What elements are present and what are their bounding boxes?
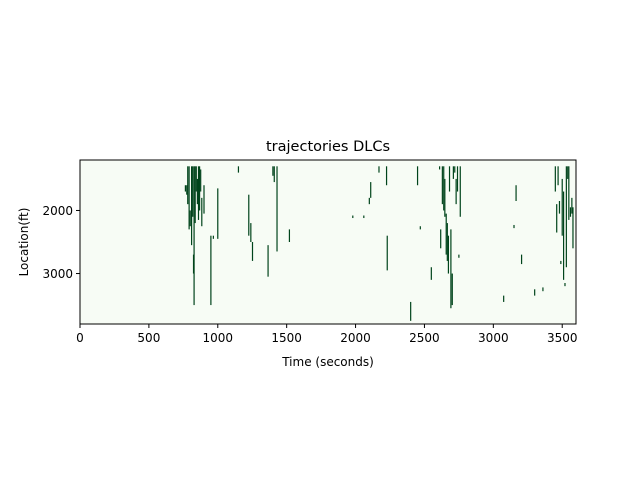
trajectory-segment <box>447 235 450 274</box>
x-tick-label: 3000 <box>478 331 509 345</box>
trajectory-segment <box>193 166 195 306</box>
trajectory-segment <box>195 166 197 192</box>
trajectory-segment <box>267 245 269 277</box>
trajectory-segment <box>212 235 214 239</box>
trajectory-segment <box>191 166 193 246</box>
x-tick-label: 1500 <box>271 331 302 345</box>
x-tick-label: 3500 <box>547 331 578 345</box>
trajectory-segment <box>352 215 354 219</box>
trajectory-segment <box>203 185 205 214</box>
x-tick-label: 1000 <box>203 331 234 345</box>
trajectory-segment <box>416 166 419 186</box>
trajectory-segment <box>386 235 388 271</box>
trajectory-segment <box>200 169 202 192</box>
trajectory-segment <box>192 166 194 217</box>
trajectory-segment <box>571 197 573 214</box>
trajectory-segment <box>363 215 365 219</box>
trajectory-segment <box>217 188 219 239</box>
trajectory-segment <box>572 207 574 249</box>
trajectory-segment <box>451 273 453 306</box>
trajectory-segment <box>448 166 451 192</box>
trajectory-segment <box>568 166 570 220</box>
chart-title: trajectories DLCs <box>266 139 390 155</box>
trajectory-segment <box>201 197 203 227</box>
x-tick-label: 2000 <box>340 331 371 345</box>
trajectory-segment <box>554 166 556 192</box>
trajectory-segment <box>452 166 454 179</box>
y-tick-label: 2000 <box>42 204 73 218</box>
trajectory-segment <box>439 166 441 170</box>
trajectory-segment <box>276 166 278 252</box>
trajectory-segment <box>184 185 186 192</box>
x-tick-label: 0 <box>76 331 84 345</box>
trajectory-segment <box>534 289 536 296</box>
trajectory-segment <box>440 229 442 249</box>
trajectory-segment <box>564 283 566 287</box>
trajectory-segment <box>272 166 274 176</box>
trajectory-segment <box>186 185 188 195</box>
trajectory-marks <box>184 166 574 321</box>
trajectory-segment <box>370 182 372 198</box>
trajectory-segment <box>443 166 445 211</box>
trajectory-segment <box>560 260 562 265</box>
trajectory-segment <box>446 223 448 261</box>
x-tick-label: 2500 <box>409 331 440 345</box>
trajectory-segment <box>515 185 517 201</box>
trajectory-segment <box>454 166 456 173</box>
trajectory-segment <box>441 166 443 205</box>
trajectory-segment <box>237 166 240 173</box>
trajectory-segment <box>251 242 254 261</box>
trajectory-segment <box>569 207 572 217</box>
trajectory-segment <box>561 178 563 236</box>
trajectory-segment <box>419 226 421 230</box>
trajectory-segment <box>455 178 457 205</box>
trajectory-segment <box>188 166 190 230</box>
trajectory-segment <box>556 204 558 233</box>
trajectory-segment <box>368 197 370 205</box>
trajectory-segment <box>558 201 561 214</box>
x-axis-label: Time (seconds) <box>281 355 374 369</box>
trajectory-segment <box>503 295 505 302</box>
trajectory-segment <box>456 166 459 192</box>
trajectory-segment <box>430 267 432 280</box>
trajectory-segment <box>194 166 196 224</box>
trajectory-segment <box>563 191 565 280</box>
trajectory-segment <box>197 166 200 220</box>
y-axis-label: Location(ft) <box>17 208 31 277</box>
x-tick-label: 500 <box>137 331 160 345</box>
trajectory-segment <box>288 229 291 242</box>
x-axis: 0 500 1000 1500 2000 2500 3000 3500 <box>76 324 577 345</box>
trajectory-segment <box>250 223 252 242</box>
trajectory-segment <box>196 178 198 205</box>
trajectory-segment <box>385 166 388 186</box>
trajectory-segment <box>513 224 515 229</box>
trajectory-segment <box>458 254 460 258</box>
trajectory-segment <box>444 178 446 217</box>
trajectory-segment <box>520 254 523 265</box>
trajectory-segment <box>198 166 201 211</box>
trajectory-segment <box>557 166 559 186</box>
trajectory-segment <box>210 235 212 306</box>
trajectory-segment <box>450 229 452 309</box>
trajectory-segment <box>445 213 447 255</box>
y-tick-label: 3000 <box>42 267 73 281</box>
trajectory-segment <box>187 166 189 205</box>
trajectory-segment <box>565 166 567 268</box>
trajectory-segment <box>410 301 412 321</box>
trajectory-segment <box>248 194 250 236</box>
trajectory-segment <box>189 210 191 227</box>
trajectory-segment <box>542 287 544 292</box>
trajectory-segment <box>273 166 275 183</box>
plot-area <box>80 160 576 324</box>
y-axis: 2000 3000 <box>42 204 80 281</box>
trajectory-segment <box>567 166 569 179</box>
trajectory-segment <box>459 166 461 217</box>
trajectory-segment <box>378 166 380 173</box>
plot-frame <box>79 159 577 325</box>
